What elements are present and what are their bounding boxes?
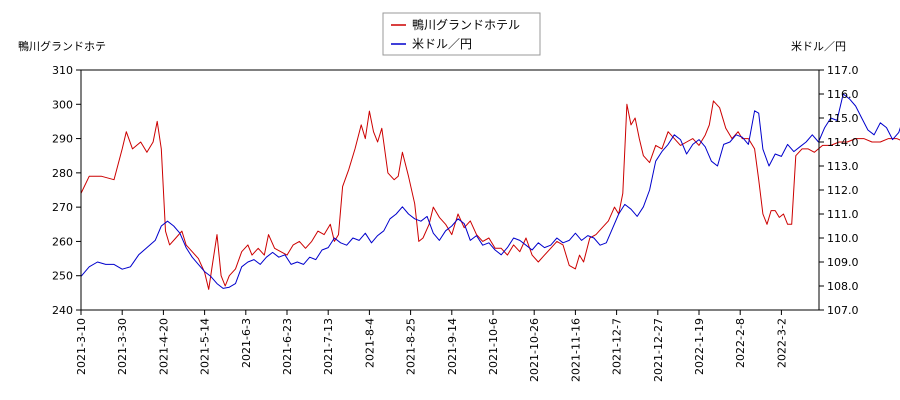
- left-axis-label: 鴨川グランドホテ: [18, 39, 106, 53]
- legend-label-usdjpy: 米ドル／円: [412, 37, 472, 51]
- right-tick-label: 108.0: [827, 280, 859, 293]
- right-tick-label: 109.0: [827, 256, 859, 269]
- left-tick-label: 280: [52, 167, 73, 180]
- right-tick-label: 116.0: [827, 88, 859, 101]
- right-tick-label: 107.0: [827, 304, 859, 317]
- right-tick-label: 113.0: [827, 160, 859, 173]
- x-tick-label: 2022-3-2: [775, 318, 788, 368]
- right-tick-label: 110.0: [827, 232, 859, 245]
- x-tick-label: 2021-7-13: [322, 318, 335, 375]
- x-tick-label: 2021-6-23: [281, 318, 294, 375]
- right-tick-label: 117.0: [827, 64, 859, 77]
- x-tick-label: 2021-11-16: [569, 318, 582, 382]
- right-tick-label: 111.0: [827, 208, 859, 221]
- x-tick-label: 2021-10-6: [487, 318, 500, 375]
- right-tick-label: 112.0: [827, 184, 859, 197]
- x-tick-label: 2021-9-14: [446, 318, 459, 375]
- x-tick-label: 2021-3-30: [116, 318, 129, 375]
- left-tick-label: 300: [52, 98, 73, 111]
- x-tick-label: 2021-6-3: [240, 318, 253, 368]
- plot-lines: [80, 93, 900, 290]
- legend-box: [382, 12, 541, 56]
- x-tick-label: 2021-4-20: [157, 318, 170, 375]
- left-axis-ticks: 240 250 260 270 280 290 300 310: [52, 64, 81, 317]
- series-line-usdjpy: [80, 93, 900, 289]
- left-tick-label: 290: [52, 133, 73, 146]
- x-tick-label: 2022-1-19: [693, 318, 706, 375]
- left-tick-label: 250: [52, 270, 73, 283]
- left-tick-label: 240: [52, 304, 73, 317]
- right-tick-label: 114.0: [827, 136, 859, 149]
- x-axis-ticks: 2021-3-10 2021-3-30 2021-4-20 2021-5-14 2021…: [75, 310, 788, 382]
- x-tick-label: 2022-2-8: [734, 318, 747, 368]
- x-tick-label: 2021-12-7: [611, 318, 624, 375]
- right-axis-label: 米ドル／円: [791, 40, 846, 53]
- x-tick-label: 2021-8-25: [405, 318, 418, 375]
- x-tick-label: 2021-3-10: [75, 318, 88, 375]
- series-line-hotel: [80, 100, 900, 290]
- x-tick-label: 2021-8-4: [363, 318, 376, 368]
- legend-label-hotel: 鴨川グランドホテル: [412, 18, 520, 32]
- left-tick-label: 260: [52, 235, 73, 248]
- left-tick-label: 310: [52, 64, 73, 77]
- right-axis-ticks: 107.0 108.0 109.0 110.0 111.0 112.0 113.0 114.0…: [819, 64, 859, 317]
- x-tick-label: 2021-10-26: [528, 318, 541, 382]
- x-tick-label: 2021-5-14: [199, 318, 212, 375]
- x-tick-label: 2021-12-27: [652, 318, 665, 382]
- left-tick-label: 270: [52, 201, 73, 214]
- right-tick-label: 115.0: [827, 112, 859, 125]
- legend: 鴨川グランドホテル 米ドル／円: [382, 12, 541, 56]
